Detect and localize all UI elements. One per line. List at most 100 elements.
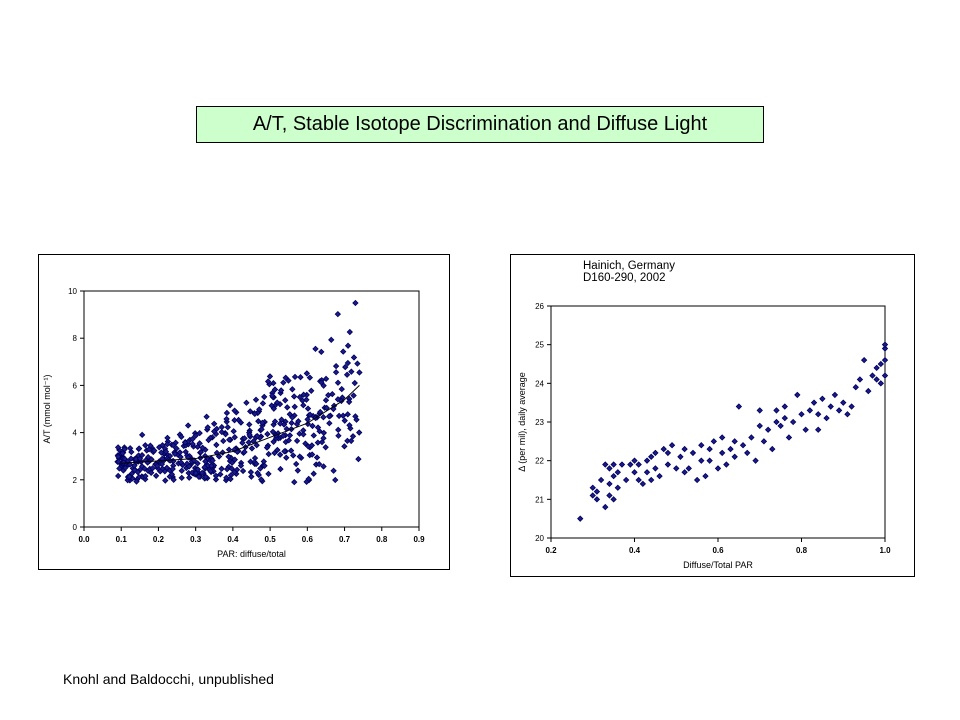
data-point <box>306 411 314 418</box>
data-point <box>752 457 759 464</box>
data-point <box>209 457 216 464</box>
data-point <box>247 408 254 415</box>
data-point <box>326 420 333 427</box>
data-point <box>258 476 265 483</box>
data-point <box>212 476 220 483</box>
data-point <box>618 461 626 468</box>
data-point <box>230 428 237 435</box>
data-point <box>332 369 340 376</box>
data-point <box>877 380 884 387</box>
data-point <box>286 411 293 418</box>
data-point <box>231 469 238 476</box>
data-point <box>614 484 621 491</box>
data-point <box>263 444 271 451</box>
data-point <box>185 463 193 470</box>
data-point <box>300 402 307 409</box>
data-point <box>334 396 342 403</box>
data-point <box>848 403 855 410</box>
data-point <box>668 442 676 449</box>
data-point <box>622 476 630 484</box>
y-tick-label: 2 <box>73 476 78 485</box>
data-point <box>748 434 755 441</box>
y-axis-label: A/T (mmol mol⁻¹) <box>42 374 52 443</box>
data-point <box>261 393 268 401</box>
data-point <box>342 363 349 371</box>
data-point <box>269 428 277 435</box>
data-point <box>635 461 642 468</box>
data-point <box>719 449 726 457</box>
data-point <box>310 470 317 477</box>
data-point <box>259 419 266 426</box>
slide-title: A/T, Stable Isotope Discrimination and D… <box>196 106 764 143</box>
data-point <box>186 474 193 481</box>
data-point <box>169 465 176 473</box>
data-point <box>308 387 315 394</box>
data-point <box>253 442 260 449</box>
data-point <box>283 454 290 461</box>
data-point <box>231 434 238 441</box>
data-point <box>308 442 316 449</box>
data-point <box>266 373 274 380</box>
data-point <box>277 465 284 473</box>
data-point <box>309 422 316 430</box>
data-point <box>133 478 140 485</box>
data-point <box>261 462 268 469</box>
data-point <box>777 422 784 430</box>
data-point <box>865 387 872 395</box>
data-point <box>606 480 613 488</box>
data-point <box>226 436 233 443</box>
data-point <box>350 354 358 361</box>
data-point <box>145 446 153 453</box>
data-point <box>685 465 692 472</box>
x-tick-label: 0.6 <box>712 546 724 555</box>
data-point <box>225 453 232 460</box>
data-point <box>727 445 734 453</box>
data-point <box>131 462 138 469</box>
data-point <box>271 386 279 393</box>
data-point <box>202 473 209 481</box>
data-point <box>318 348 325 356</box>
data-point <box>289 386 296 393</box>
x-tick-label: 0.5 <box>265 535 277 544</box>
plot-area <box>83 290 420 528</box>
data-point <box>840 399 847 406</box>
data-point <box>689 449 697 457</box>
data-point <box>325 413 333 420</box>
data-point <box>341 417 348 424</box>
plot-area <box>550 305 886 539</box>
data-point <box>148 469 155 476</box>
data-point <box>158 449 165 456</box>
data-point <box>648 453 655 460</box>
chart-subtitle-line: D160-290, 2002 <box>583 272 665 284</box>
data-point <box>178 474 185 482</box>
data-point <box>881 372 889 379</box>
data-point <box>151 447 158 454</box>
data-point <box>135 445 143 452</box>
data-point <box>353 416 360 423</box>
data-point <box>296 393 303 401</box>
data-point <box>723 461 730 468</box>
data-point <box>643 469 651 476</box>
data-point <box>593 488 601 495</box>
data-point <box>207 467 214 475</box>
data-point <box>781 403 788 410</box>
x-tick-label: 0.9 <box>413 535 425 544</box>
data-point <box>194 466 202 473</box>
data-point <box>228 459 236 466</box>
data-point <box>120 459 127 466</box>
y-tick-label: 23 <box>535 418 544 427</box>
data-point <box>218 428 225 436</box>
data-point <box>635 476 642 484</box>
data-point <box>271 418 279 425</box>
data-point <box>339 412 347 419</box>
data-point <box>247 469 255 476</box>
x-tick-label: 0.6 <box>302 535 314 544</box>
data-point <box>156 444 163 451</box>
data-point <box>246 421 253 428</box>
data-point <box>274 446 281 454</box>
data-point <box>819 395 826 402</box>
data-point <box>597 476 605 484</box>
data-point <box>136 455 144 462</box>
data-point <box>116 465 123 472</box>
data-point <box>285 377 292 384</box>
